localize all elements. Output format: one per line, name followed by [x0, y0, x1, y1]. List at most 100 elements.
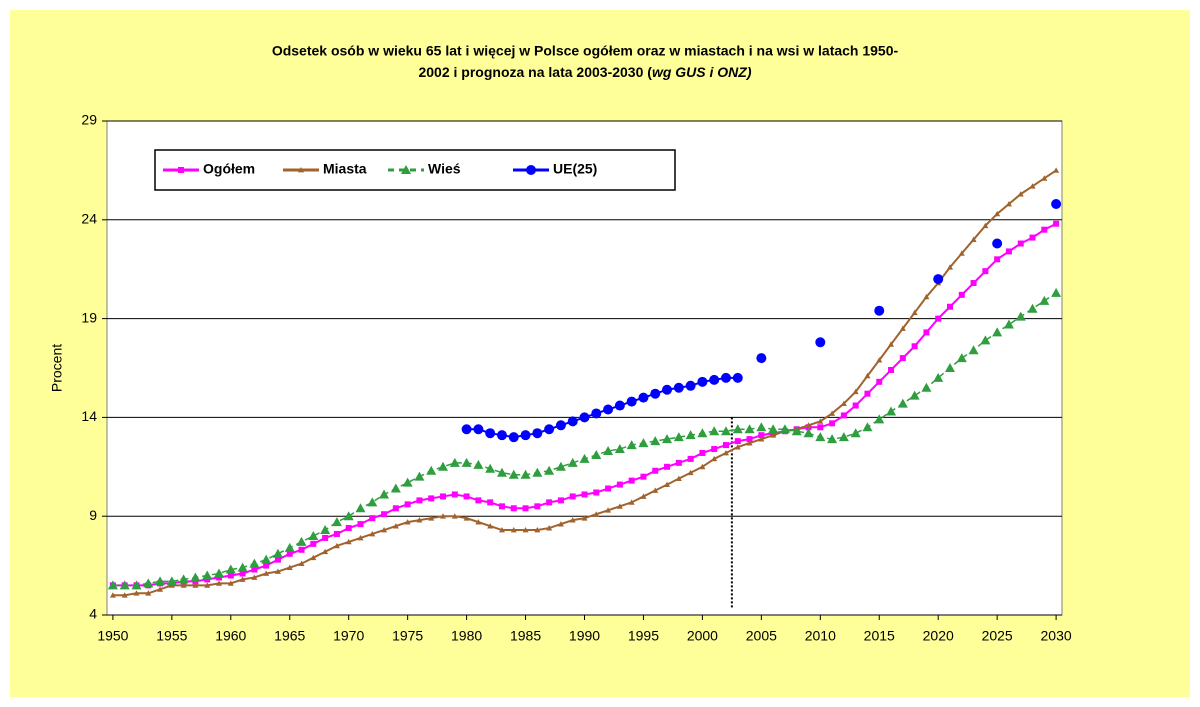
marker [274, 556, 281, 563]
marker [369, 530, 376, 537]
marker [829, 410, 836, 416]
x-tick-label: 2010 [805, 628, 836, 644]
marker [923, 293, 930, 300]
marker [202, 570, 213, 580]
marker [605, 507, 612, 513]
marker [522, 527, 529, 533]
marker [709, 374, 720, 385]
marker [638, 438, 649, 448]
marker [107, 580, 118, 590]
marker [426, 465, 437, 475]
marker [758, 436, 765, 442]
marker [888, 366, 895, 373]
x-tick-label: 2025 [982, 628, 1013, 644]
marker [508, 469, 519, 479]
marker [662, 384, 673, 395]
marker [428, 515, 435, 521]
marker [510, 527, 517, 533]
marker [569, 493, 576, 500]
marker [982, 268, 989, 275]
legend-label: Wieś [428, 161, 461, 177]
marker [605, 485, 612, 492]
marker [487, 499, 494, 506]
marker [992, 327, 1003, 337]
marker [946, 264, 953, 270]
marker [508, 432, 519, 443]
marker [404, 501, 411, 508]
marker [888, 341, 895, 347]
marker [746, 436, 753, 443]
marker [638, 392, 649, 403]
marker [485, 428, 496, 439]
marker [720, 426, 731, 436]
legend-label: UE(25) [553, 161, 597, 177]
marker [864, 390, 871, 397]
marker [416, 497, 423, 504]
marker [579, 453, 590, 463]
x-tick-label: 1975 [392, 628, 423, 644]
marker [980, 335, 991, 345]
marker [1051, 287, 1062, 297]
marker [322, 548, 329, 555]
marker [1005, 200, 1012, 207]
marker [946, 303, 953, 310]
marker [876, 378, 883, 385]
marker [284, 542, 295, 552]
marker [699, 449, 706, 456]
x-tick-label: 1960 [215, 628, 246, 644]
marker [709, 426, 720, 436]
marker [401, 165, 411, 174]
title-part: 2002 i prognoza na lata 2003-2030 ( [418, 64, 652, 80]
marker [720, 372, 731, 383]
marker [675, 475, 682, 482]
marker [534, 527, 541, 533]
x-tick-label: 1965 [274, 628, 305, 644]
marker [357, 521, 364, 528]
marker [310, 554, 317, 561]
marker [840, 400, 847, 406]
marker [1015, 311, 1026, 321]
marker [593, 511, 600, 517]
marker [567, 457, 578, 467]
plot-area [106, 120, 1063, 616]
marker [1003, 319, 1014, 329]
marker [178, 167, 184, 173]
marker [626, 396, 637, 407]
marker [546, 525, 553, 531]
marker [628, 477, 635, 484]
marker [933, 372, 944, 382]
marker [852, 388, 859, 395]
marker [263, 562, 270, 569]
marker [216, 580, 223, 586]
marker [650, 388, 661, 399]
marker [970, 236, 977, 242]
marker [555, 420, 566, 431]
x-tick-label: 2005 [746, 628, 777, 644]
marker [286, 564, 293, 570]
marker [874, 414, 885, 424]
marker [322, 534, 329, 541]
marker [616, 503, 623, 509]
marker [534, 503, 541, 510]
marker [1053, 220, 1060, 227]
marker [779, 424, 790, 434]
marker [251, 574, 258, 580]
marker [1041, 175, 1048, 181]
marker [711, 455, 718, 462]
marker [298, 167, 304, 173]
marker [298, 546, 305, 553]
marker [614, 400, 625, 411]
marker [145, 590, 152, 596]
marker [310, 540, 317, 547]
marker [214, 568, 225, 578]
marker [532, 467, 543, 477]
marker [428, 495, 435, 502]
marker [249, 558, 260, 568]
marker [416, 517, 423, 523]
marker [685, 430, 696, 440]
marker [320, 525, 331, 535]
marker [308, 530, 319, 540]
y-axis-label: Procent [49, 344, 65, 392]
marker [687, 469, 694, 476]
x-tick-label: 2000 [687, 628, 718, 644]
